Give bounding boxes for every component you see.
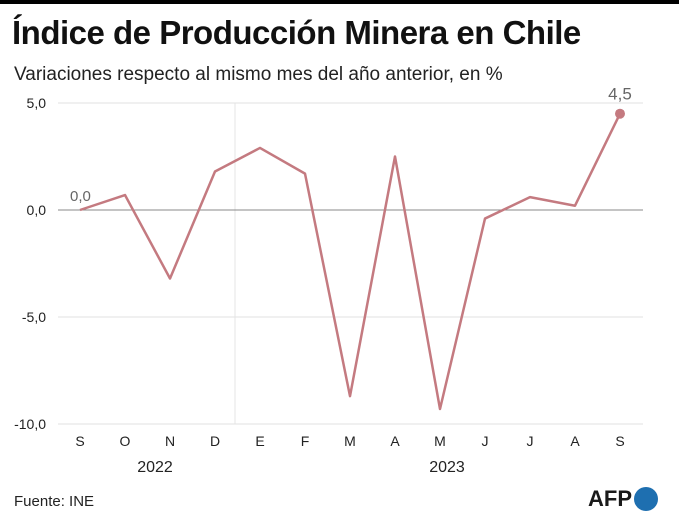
x-tick-label: S xyxy=(615,433,624,449)
y-tick-label: -10,0 xyxy=(14,416,46,432)
series-line xyxy=(79,113,622,411)
logo-dot-icon xyxy=(634,487,658,511)
chart-subtitle: Variaciones respecto al mismo mes del añ… xyxy=(14,64,503,85)
data-label: 4,5 xyxy=(608,85,632,104)
data-label: 0,0 xyxy=(70,188,91,205)
source-label: Fuente: INE xyxy=(14,493,95,510)
top-bar xyxy=(0,0,679,4)
x-tick-label: M xyxy=(344,433,356,449)
chart-title: Índice de Producción Minera en Chile xyxy=(12,14,581,51)
x-tick-label: E xyxy=(255,433,264,449)
x-tick-label: N xyxy=(165,433,175,449)
x-tick-label: S xyxy=(75,433,84,449)
data-point xyxy=(615,108,625,119)
x-tick-label: J xyxy=(482,433,489,449)
y-tick-label: 0,0 xyxy=(27,202,47,218)
x-tick-label: D xyxy=(210,433,220,449)
x-tick-label: O xyxy=(120,433,131,449)
x-tick-label: J xyxy=(527,433,534,449)
x-tick-label: A xyxy=(390,433,400,449)
x-tick-label: A xyxy=(570,433,580,449)
year-label: 2023 xyxy=(429,459,465,476)
year-label: 2022 xyxy=(137,459,173,476)
logo-text: AFP xyxy=(588,486,632,511)
afp-logo: AFP xyxy=(588,486,658,512)
y-tick-label: 5,0 xyxy=(27,95,47,111)
x-tick-label: F xyxy=(301,433,310,449)
y-tick-label: -5,0 xyxy=(22,309,46,325)
x-tick-label: M xyxy=(434,433,446,449)
